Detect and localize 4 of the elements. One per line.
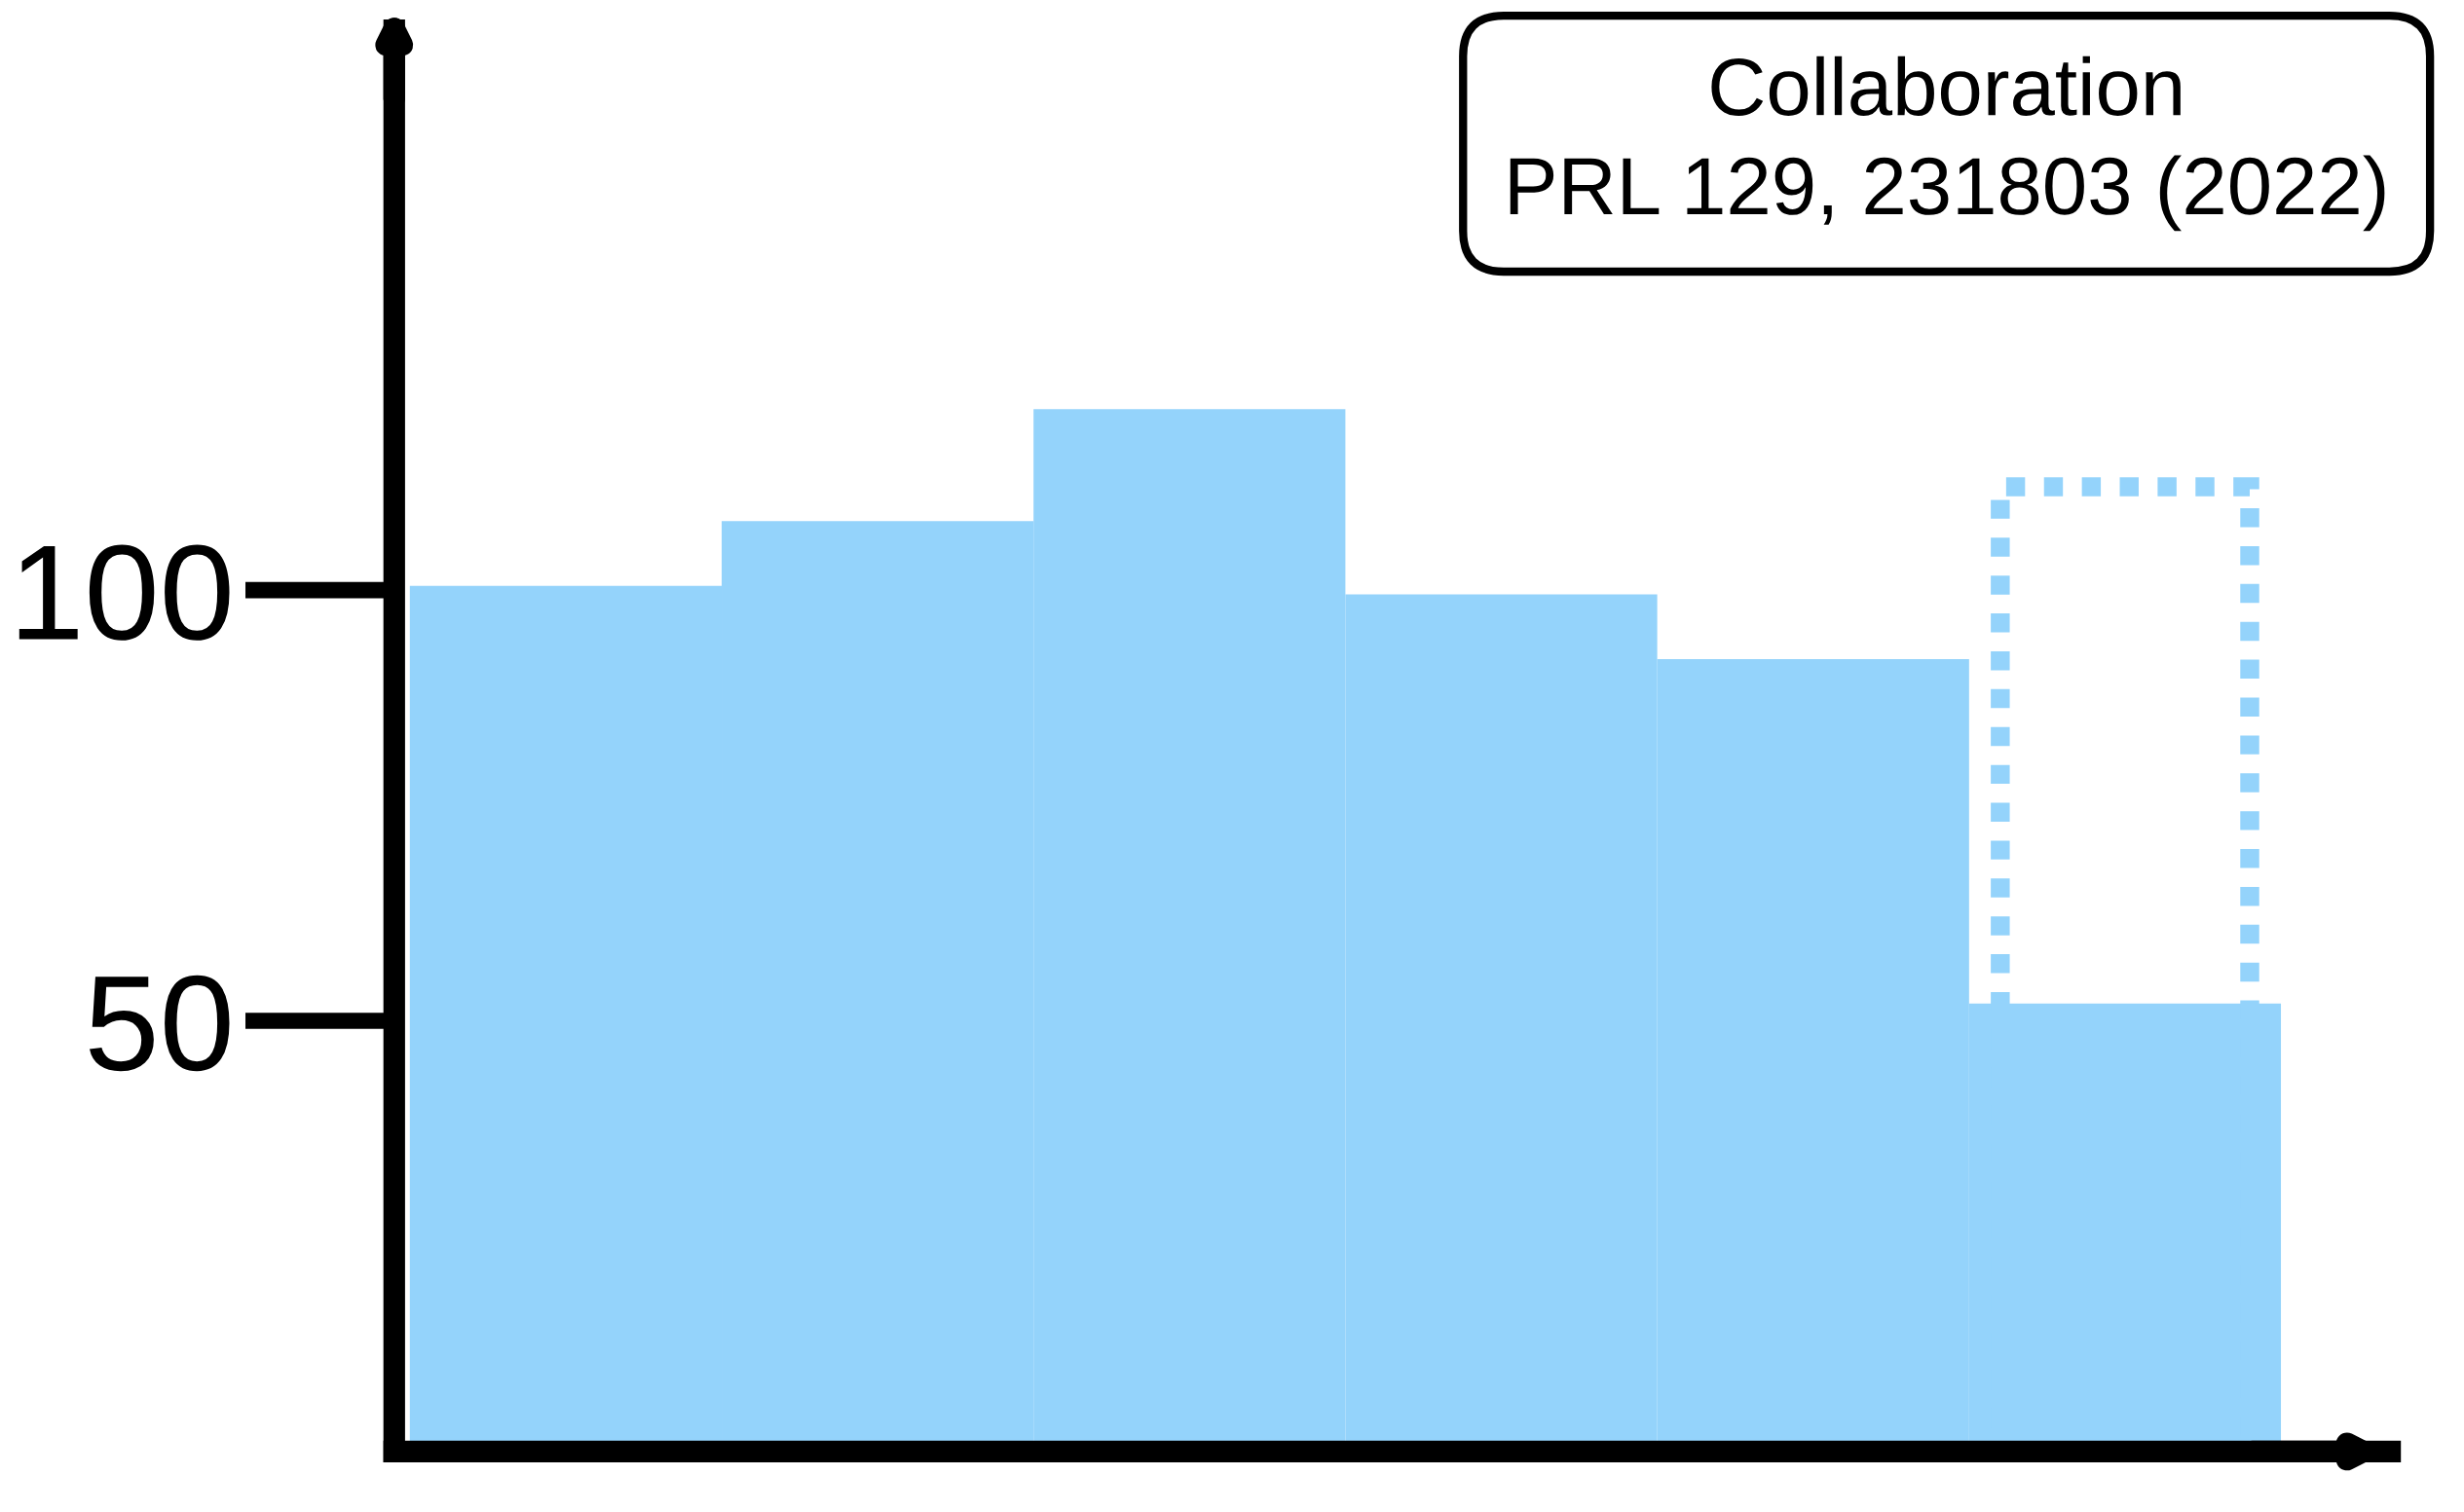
y-tick-label: 50 [90, 975, 230, 1072]
y-tick-label: 100 [19, 544, 230, 641]
annotation: PRL 129, 231803 (2022) [1510, 155, 2385, 232]
annotation: Collaboration [1711, 55, 2181, 116]
